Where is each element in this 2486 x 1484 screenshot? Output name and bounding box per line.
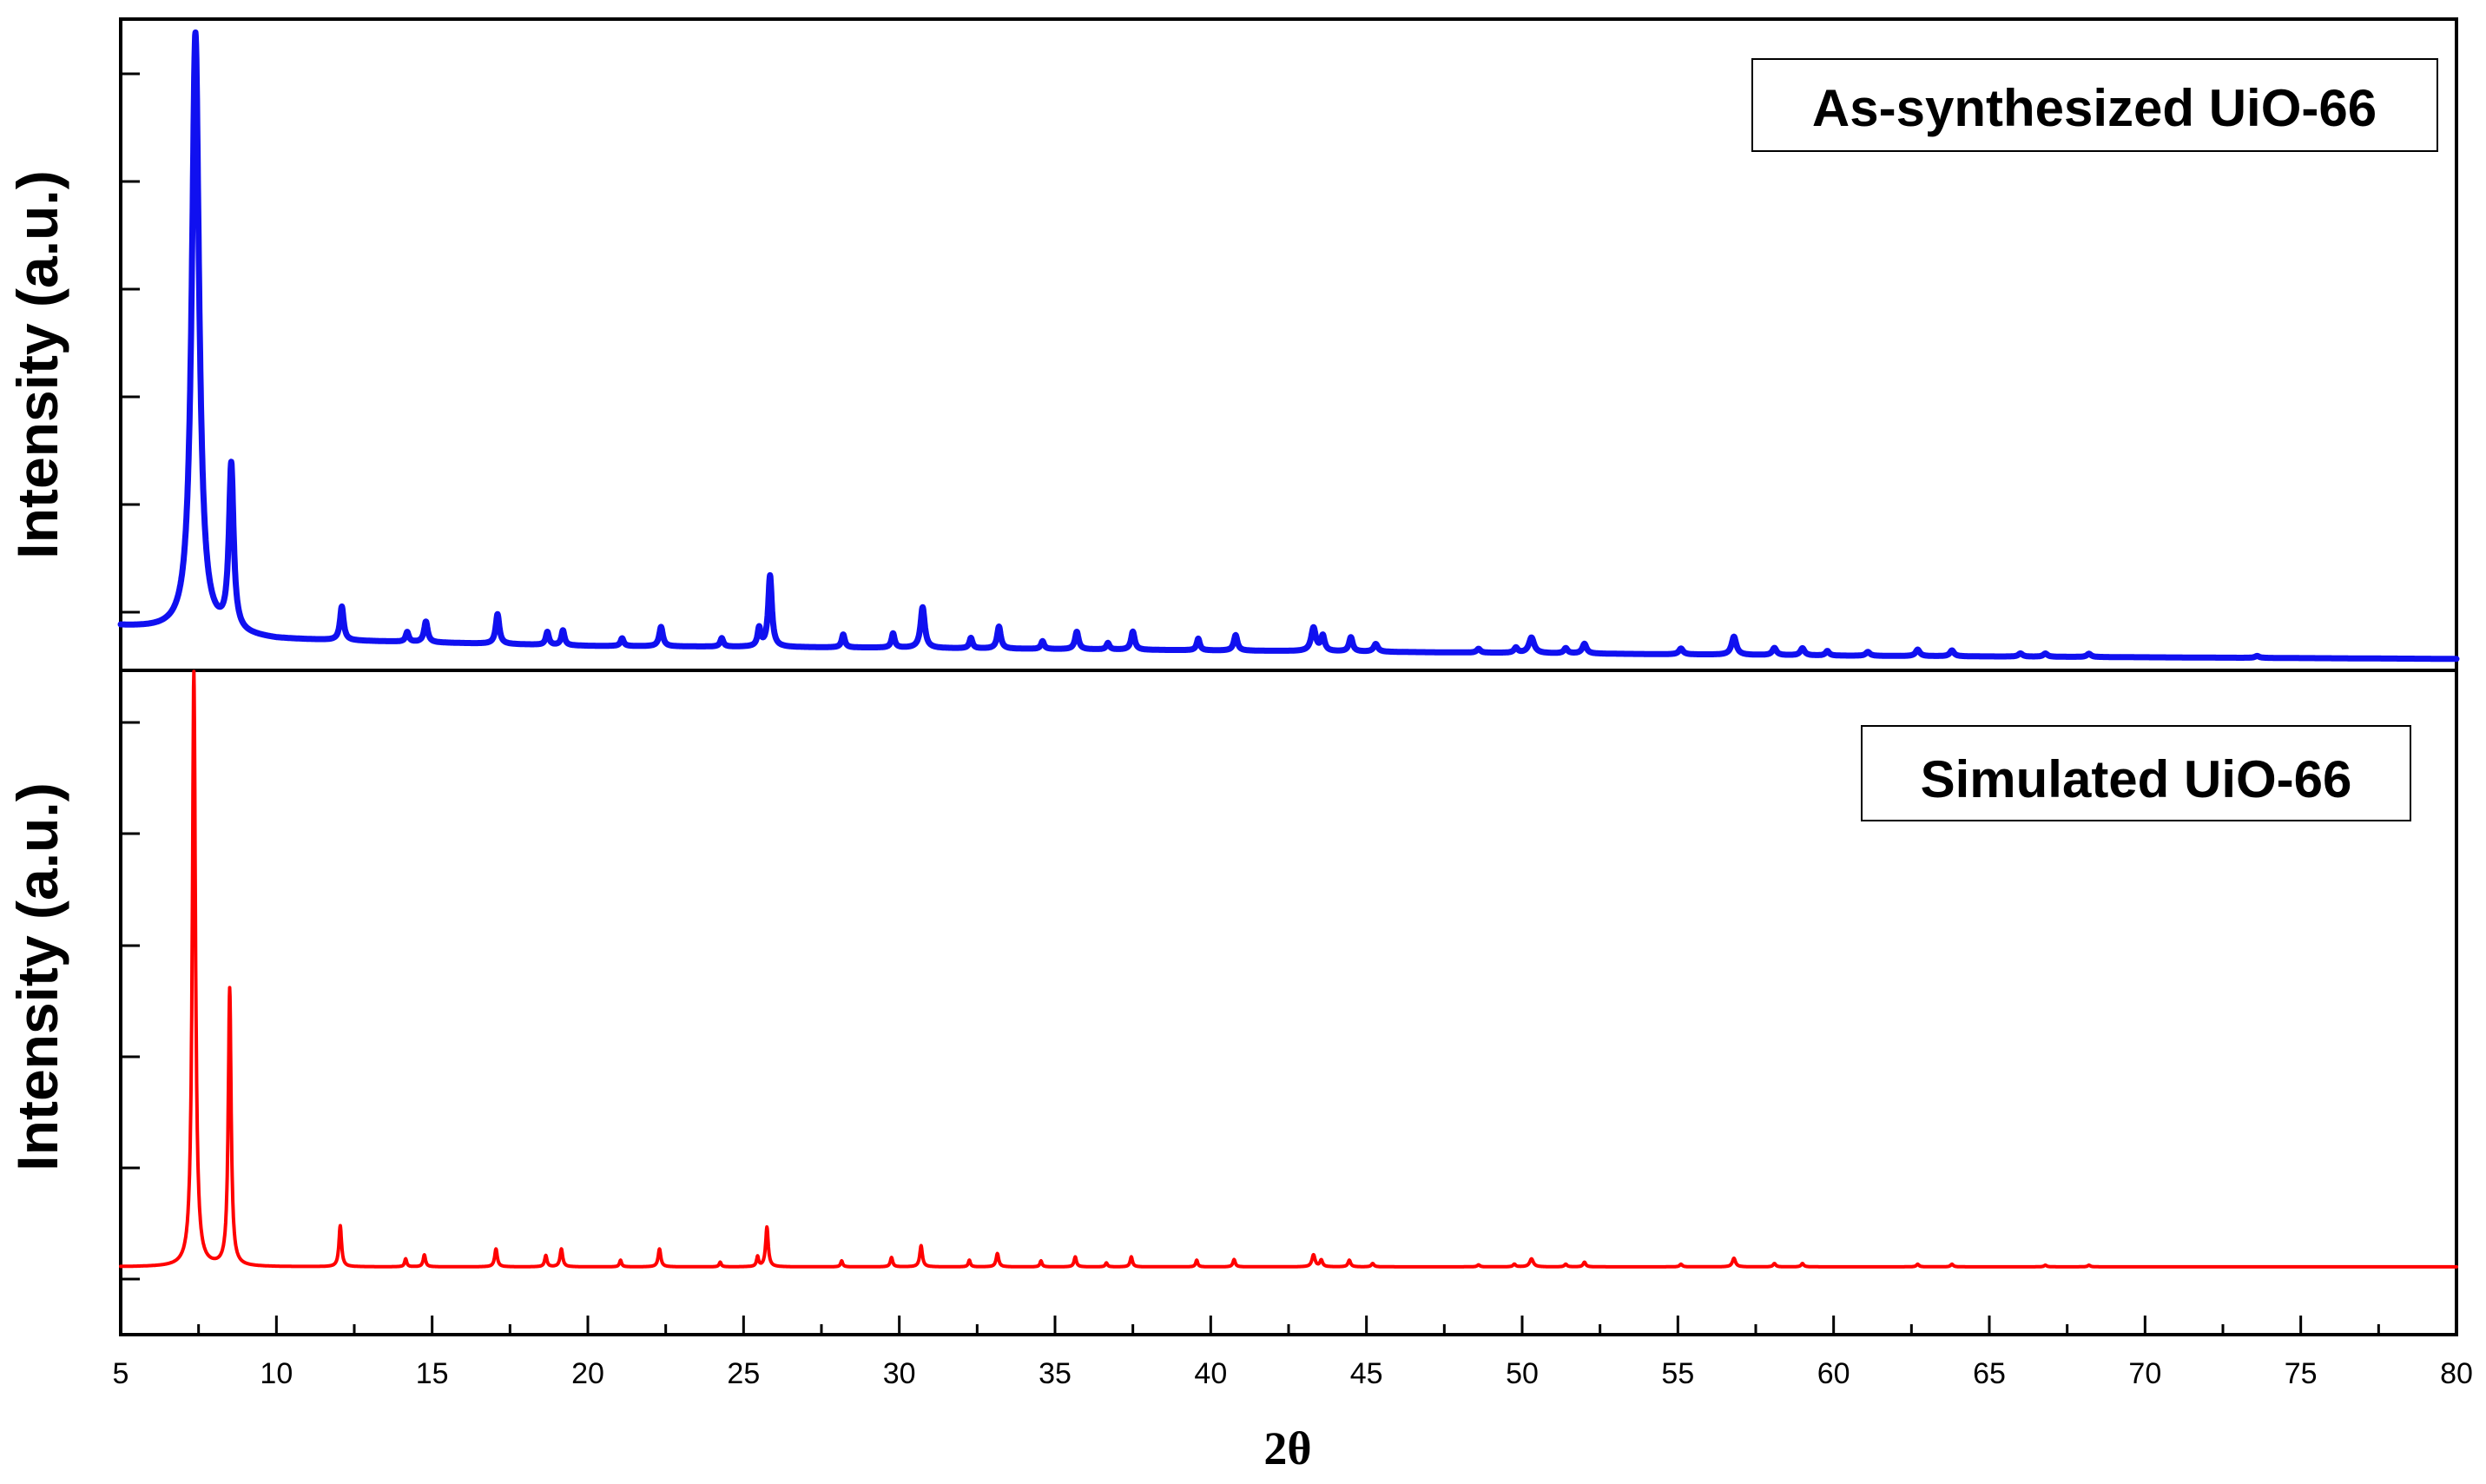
x-tick-label: 30 (883, 1357, 916, 1390)
x-tick-label: 55 (1661, 1357, 1694, 1390)
x-tick-label: 45 (1350, 1357, 1383, 1390)
x-tick-label: 35 (1039, 1357, 1072, 1390)
as-synthesized-series-line (117, 29, 2460, 663)
top-y-ticks (121, 72, 140, 614)
top-legend-label: As-synthesized UiO-66 (1812, 79, 2377, 137)
x-tick-label: 75 (2285, 1357, 2318, 1390)
simulated-series-line (119, 669, 2458, 1269)
x-tick-label: 20 (571, 1357, 604, 1390)
x-tick-label: 15 (416, 1357, 449, 1390)
x-tick-label: 60 (1817, 1357, 1850, 1390)
x-tick-label: 70 (2128, 1357, 2161, 1390)
top-legend: As-synthesized UiO-66 (1751, 58, 2438, 152)
x-tick-label: 25 (727, 1357, 760, 1390)
top-legend-box (1751, 58, 2438, 152)
bottom-legend-box (1861, 725, 2411, 821)
x-axis-label: 2θ (1263, 1422, 1311, 1474)
top-y-axis-label: Intensity (a.u.) (5, 170, 69, 558)
bottom-legend: Simulated UiO-66 (1861, 725, 2411, 821)
bottom-y-ticks (121, 721, 140, 1281)
x-tick-label: 50 (1506, 1357, 1539, 1390)
x-axis: 5 10 15 20 25 30 35 40 45 50 55 60 65 70 75 80 (113, 1316, 2473, 1390)
x-tick-label: 40 (1194, 1357, 1227, 1390)
x-tick-label: 10 (260, 1357, 293, 1390)
x-tick-label: 5 (113, 1357, 129, 1390)
x-tick-label: 65 (1973, 1357, 2006, 1390)
bottom-y-axis-label: Intensity (a.u.) (5, 782, 69, 1171)
top-panel: Intensity (a.u.) As-synthesized UiO-66 (5, 17, 2460, 672)
x-tick-label: 80 (2440, 1357, 2473, 1390)
bottom-legend-label: Simulated UiO-66 (1921, 750, 2352, 808)
